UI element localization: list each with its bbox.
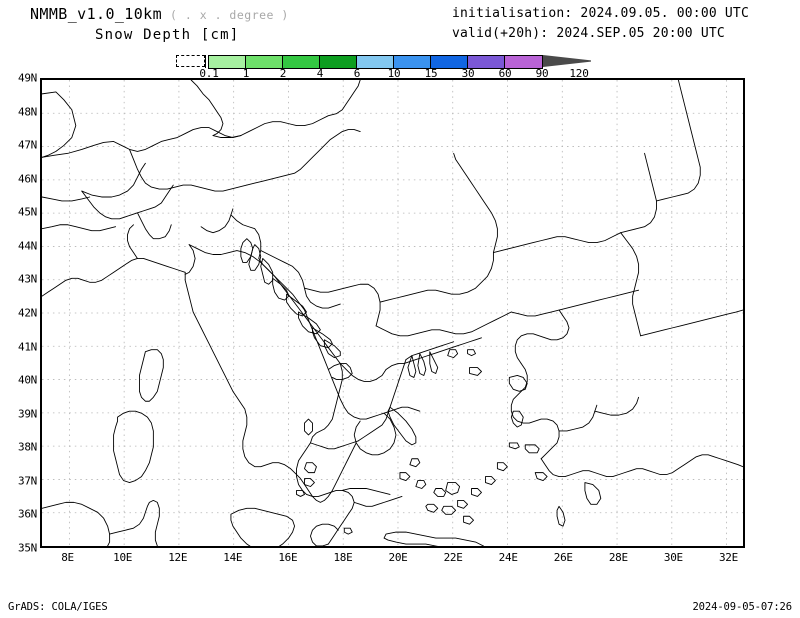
lon-tick-20E: 20E [388, 551, 408, 564]
lon-tick-30E: 30E [663, 551, 683, 564]
colorbar-segment-2 [283, 56, 320, 68]
lon-tick-8E: 8E [61, 551, 74, 564]
colorbar-segment-1 [246, 56, 283, 68]
colorbar-tick-15: 15 [424, 67, 438, 80]
colorbar-segments [208, 55, 543, 69]
lon-tick-22E: 22E [443, 551, 463, 564]
lat-tick-40N: 40N [18, 373, 37, 387]
model-title: NMMB_v1.0_10km ( . x . degree ) [30, 5, 289, 23]
colorbar-tick-6: 6 [353, 67, 361, 80]
lon-tick-12E: 12E [168, 551, 188, 564]
map-gridlines [42, 80, 743, 546]
colorbar-tick-30: 30 [461, 67, 475, 80]
colorbar-tick-1: 1 [242, 67, 250, 80]
grads-credit: GrADS: COLA/IGES [8, 601, 108, 613]
colorbar-tick-labels: 0.1 1 2 4 6 10 15 30 60 90 120 [199, 67, 618, 81]
lon-tick-32E: 32E [718, 551, 738, 564]
lon-tick-16E: 16E [278, 551, 298, 564]
valid-time: valid(+20h): 2024.SEP.05 20:00 UTC [452, 26, 725, 41]
lat-tick-39N: 39N [18, 407, 37, 421]
colorbar-overflow-arrow [543, 55, 591, 67]
colorbar-segment-5 [394, 56, 431, 68]
lat-tick-38N: 38N [18, 440, 37, 454]
latitude-axis: 49N 48N 47N 46N 45N 44N 43N 42N 41N 40N 39N 38N 37N 3… [0, 72, 37, 555]
colorbar-segment-8 [505, 56, 542, 68]
map-coastlines-and-borders [42, 80, 743, 546]
colorbar-tick-4: 4 [316, 67, 324, 80]
model-name-text: NMMB_v1.0_10km [30, 5, 163, 23]
lat-tick-36N: 36N [18, 507, 37, 521]
lat-tick-41N: 41N [18, 340, 37, 354]
lat-tick-48N: 48N [18, 105, 37, 119]
colorbar-tick-60: 60 [498, 67, 512, 80]
colorbar-nodata-swatch [176, 54, 206, 68]
colorbar: 0.1 1 2 4 6 10 15 30 60 90 120 [176, 52, 636, 81]
lat-tick-42N: 42N [18, 306, 37, 320]
lon-tick-14E: 14E [223, 551, 243, 564]
colorbar-segment-0 [209, 56, 246, 68]
lon-tick-28E: 28E [608, 551, 628, 564]
lat-tick-37N: 37N [18, 474, 37, 488]
field-title: Snow Depth [cm] [95, 27, 240, 43]
lat-tick-49N: 49N [18, 71, 37, 85]
lon-tick-24E: 24E [498, 551, 518, 564]
lat-tick-47N: 47N [18, 138, 37, 152]
lat-tick-44N: 44N [18, 239, 37, 253]
colorbar-segment-4 [357, 56, 394, 68]
lon-tick-10E: 10E [113, 551, 133, 564]
colorbar-tick-0.1: 0.1 [199, 67, 219, 80]
lon-tick-26E: 26E [553, 551, 573, 564]
render-timestamp: 2024-09-05-07:26 [692, 601, 792, 613]
colorbar-segment-6 [431, 56, 468, 68]
model-units-text: ( . x . degree ) [170, 8, 289, 22]
colorbar-tick-120: 120 [569, 67, 589, 80]
lon-tick-18E: 18E [333, 551, 353, 564]
colorbar-segment-7 [468, 56, 505, 68]
lat-tick-43N: 43N [18, 272, 37, 286]
map-plot-area[interactable] [40, 78, 745, 548]
initialisation-time: initialisation: 2024.09.05. 00:00 UTC [452, 6, 749, 21]
colorbar-tick-2: 2 [279, 67, 287, 80]
lat-tick-35N: 35N [18, 541, 37, 555]
colorbar-tick-10: 10 [387, 67, 401, 80]
lat-tick-46N: 46N [18, 172, 37, 186]
longitude-axis: 8E 10E 12E 14E 16E 18E 20E 22E 24E 26E 28E 30E 32E [40, 551, 745, 567]
lat-tick-45N: 45N [18, 205, 37, 219]
colorbar-segment-3 [320, 56, 357, 68]
colorbar-tick-90: 90 [535, 67, 549, 80]
